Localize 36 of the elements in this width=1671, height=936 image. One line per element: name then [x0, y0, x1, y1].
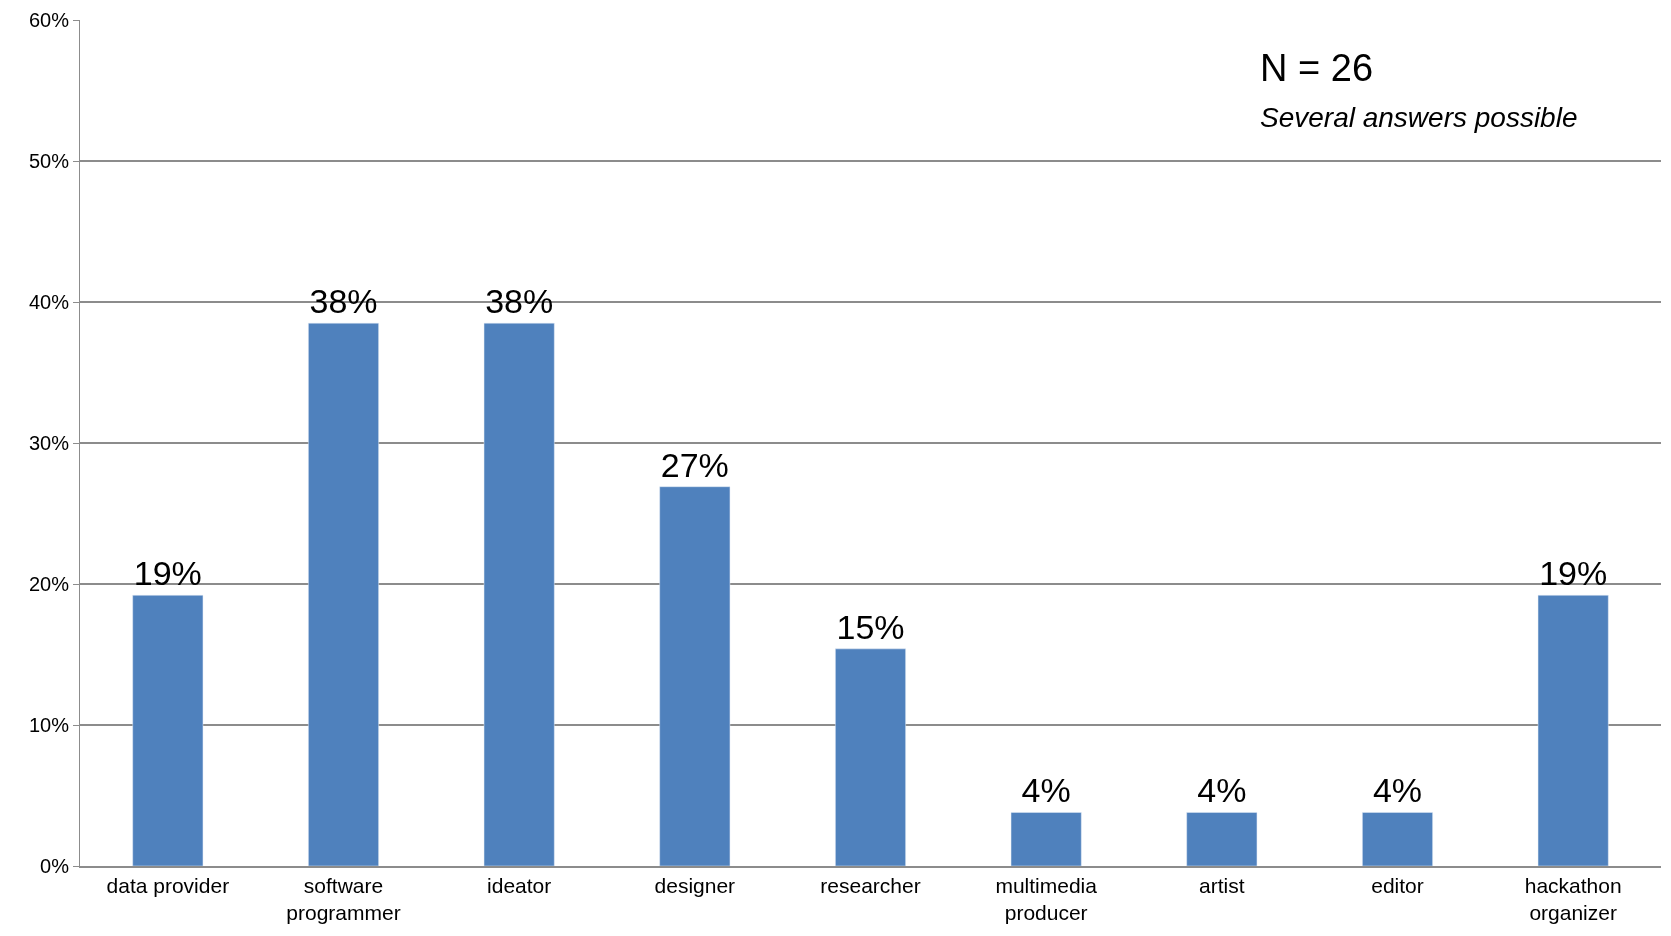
annotation: N = 26 [1260, 47, 1374, 89]
bar [1186, 812, 1258, 866]
x-tick-label: ideator [487, 873, 552, 897]
bar [132, 595, 204, 866]
x-tick-label: multimedia producer [995, 873, 1098, 925]
bar [1362, 812, 1433, 866]
x-tick-label: software programmer [286, 873, 401, 925]
x-tick-label: data provider [106, 873, 230, 897]
data-label: 38% [485, 282, 554, 321]
bar [1537, 595, 1609, 866]
y-tick-label: 50% [28, 150, 70, 172]
data-label: 19% [133, 554, 202, 593]
x-tick-label: designer [654, 873, 736, 897]
data-label: 4% [1021, 771, 1071, 810]
y-tick-label: 40% [28, 291, 70, 313]
bar [659, 486, 731, 866]
y-tick-label: 0% [40, 855, 70, 877]
x-tick-label: editor [1371, 873, 1424, 897]
bar [835, 648, 906, 866]
bar [308, 322, 379, 866]
y-tick-label: 30% [28, 432, 70, 454]
data-label: 15% [836, 607, 905, 646]
data-label: 38% [309, 282, 378, 321]
bar [1010, 812, 1082, 866]
y-tick-label: 20% [28, 573, 70, 595]
y-tick-label: 60% [28, 9, 70, 31]
y-tick-label: 10% [28, 714, 70, 736]
x-tick-label: artist [1199, 873, 1245, 897]
x-tick-label: researcher [820, 873, 921, 897]
data-label: 4% [1372, 771, 1423, 810]
data-label: 19% [1539, 554, 1608, 593]
data-label: 4% [1197, 771, 1247, 810]
x-tick-label: hackathon organizer [1524, 873, 1622, 925]
annotation: Several answers possible [1260, 102, 1578, 133]
data-label: 27% [660, 445, 729, 484]
bar [483, 322, 555, 866]
